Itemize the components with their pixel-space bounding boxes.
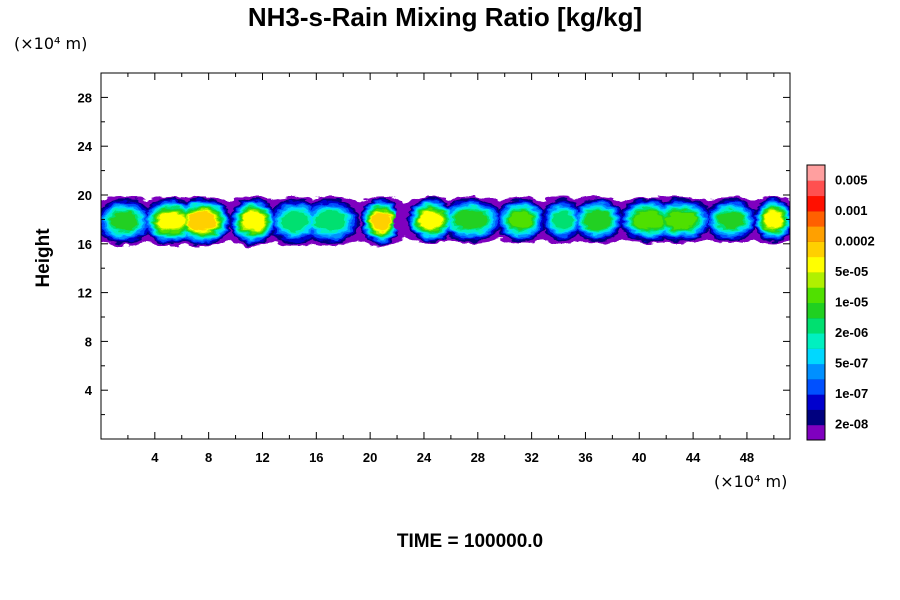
y-tick-label: 24 (78, 139, 93, 154)
colorbar-label: 0.0002 (835, 233, 875, 248)
y-axis-unit: (×10⁴ m) (14, 34, 88, 53)
colorbar-frame (806, 164, 826, 441)
y-tick-label: 16 (78, 237, 92, 252)
colorbar-swatch (807, 394, 825, 410)
contour-blob (584, 210, 612, 230)
y-tick-label: 8 (85, 334, 92, 349)
colorbar-swatch (807, 333, 825, 349)
y-tick-label: 12 (78, 286, 92, 301)
contour-blob (509, 211, 533, 229)
colorbar-swatch (807, 271, 825, 288)
contour-blob (718, 211, 744, 229)
colorbar-label: 2e-06 (835, 325, 868, 340)
contour-blob (552, 211, 573, 229)
x-tick-label: 48 (740, 450, 754, 465)
x-tick-label: 24 (417, 450, 432, 465)
contour-blob (110, 212, 138, 231)
colorbar-swatch (807, 210, 825, 227)
colorbar-label: 2e-08 (835, 417, 868, 432)
contour-blob (281, 211, 309, 231)
colorbar-swatch (807, 165, 825, 181)
y-tick-label: 4 (85, 383, 93, 398)
y-tick-label: 20 (78, 188, 92, 203)
colorbar-label: 1e-05 (835, 295, 868, 310)
contour-blob (157, 212, 185, 230)
plot-frame (100, 72, 791, 440)
x-tick-label: 8 (205, 450, 212, 465)
contour-blob (242, 211, 265, 231)
colorbar-label: 5e-05 (835, 264, 868, 279)
colorbar-swatch (807, 409, 825, 426)
contour-blob (665, 211, 696, 229)
colorbar-swatch (807, 348, 825, 365)
chart-title: NH3-s-Rain Mixing Ratio [kg/kg] (247, 2, 643, 32)
colorbar-swatch (807, 317, 825, 334)
colorbar-swatch (807, 256, 825, 273)
y-tick-label: 28 (78, 90, 92, 105)
contour-field (101, 196, 790, 247)
colorbar-swatch (807, 424, 825, 441)
colorbar: 2e-08 1e-07 5e-07 2e-06 1e-05 5e-05 0.0002 0.00… (806, 164, 875, 441)
colorbar-swatch (807, 195, 825, 212)
colorbar-label: 1e-07 (835, 386, 868, 401)
x-tick-label: 12 (255, 450, 269, 465)
contour-blob (419, 211, 443, 229)
x-tick-label: 32 (524, 450, 538, 465)
x-tick-label: 4 (151, 450, 159, 465)
contour-blob (188, 211, 217, 231)
colorbar-swatch (807, 241, 825, 258)
colorbar-label: 0.001 (835, 203, 868, 218)
x-tick-label: 20 (363, 450, 377, 465)
colorbar-label: 0.005 (835, 172, 868, 187)
contour-blob (371, 212, 391, 231)
colorbar-swatch (807, 287, 825, 303)
colorbar-swatch (807, 363, 825, 380)
contour-blob (454, 210, 488, 230)
contour-blob (634, 211, 664, 229)
time-label: TIME = 100000.0 (396, 531, 544, 552)
colorbar-swatch (807, 378, 825, 395)
x-axis-unit: (×10⁴ m) (714, 472, 788, 491)
colorbar-swatch (807, 302, 825, 319)
contour-blob (764, 211, 783, 229)
x-tick-label: 36 (578, 450, 592, 465)
colorbar-swatch (807, 226, 825, 242)
x-tick-label: 28 (471, 450, 485, 465)
contour-blob (314, 211, 346, 232)
colorbar-label: 5e-07 (835, 356, 868, 371)
x-tick-label: 16 (309, 450, 323, 465)
x-tick-label: 40 (632, 450, 646, 465)
x-tick-label: 44 (686, 450, 701, 465)
colorbar-swatch (807, 180, 825, 197)
